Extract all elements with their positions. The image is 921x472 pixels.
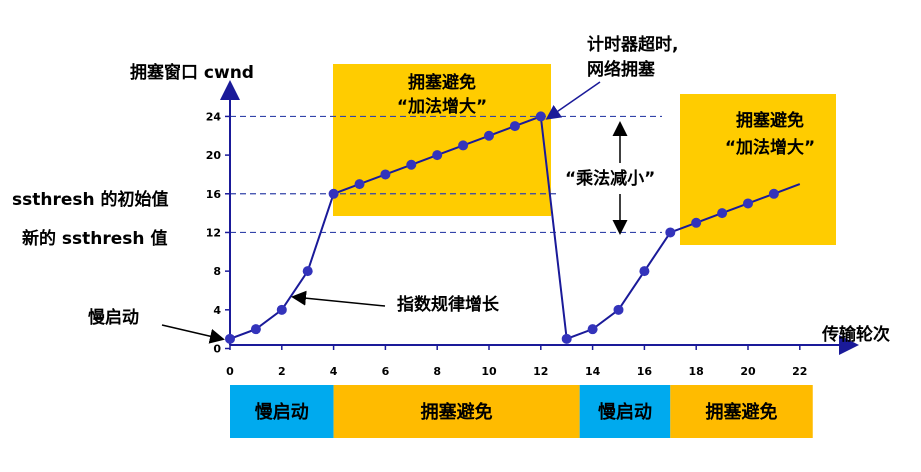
x-axis-ticks: 0 2 4 6 8 10 12 14 16 18 20 22 bbox=[226, 345, 807, 378]
data-point bbox=[406, 159, 417, 170]
ssthresh-initial-label: ssthresh 的初始值 bbox=[12, 189, 169, 210]
data-point bbox=[639, 266, 650, 277]
data-point bbox=[276, 304, 287, 315]
phase-label: 拥塞避免 bbox=[421, 401, 493, 423]
cwnd-points bbox=[225, 111, 779, 344]
data-point bbox=[432, 150, 443, 161]
x-tick-label: 6 bbox=[382, 365, 390, 378]
slow-start-arrow bbox=[161, 324, 225, 344]
data-point bbox=[768, 188, 779, 199]
data-point bbox=[717, 208, 728, 219]
x-tick-label: 22 bbox=[792, 365, 807, 378]
avoidance-box-1 bbox=[333, 64, 551, 216]
x-tick-label: 12 bbox=[533, 365, 548, 378]
phase-label: 慢启动 bbox=[255, 401, 309, 423]
y-axis-ticks: 0 4 8 12 16 20 24 bbox=[206, 110, 230, 356]
x-tick-label: 18 bbox=[689, 365, 704, 378]
box2-subtitle: “加法增大” bbox=[725, 137, 815, 158]
box2-title: 拥塞避免 bbox=[736, 110, 804, 131]
data-point bbox=[458, 140, 469, 151]
box1-subtitle: “加法增大” bbox=[397, 96, 487, 117]
y-tick-label: 12 bbox=[206, 226, 221, 239]
x-tick-label: 20 bbox=[740, 365, 756, 378]
x-tick-label: 14 bbox=[585, 365, 601, 378]
timeout-arrow bbox=[545, 81, 601, 120]
box1-title: 拥塞避免 bbox=[408, 72, 476, 93]
x-tick-label: 10 bbox=[481, 365, 497, 378]
x-axis-label: 传输轮次 bbox=[821, 324, 890, 345]
data-point bbox=[535, 111, 546, 122]
y-tick-label: 24 bbox=[206, 110, 222, 123]
phase-band-slow_start bbox=[579, 385, 671, 438]
y-tick-label: 0 bbox=[213, 343, 221, 356]
data-point bbox=[302, 266, 313, 277]
phase-label: 拥塞避免 bbox=[706, 401, 778, 423]
x-tick-label: 8 bbox=[433, 365, 441, 378]
ssthresh-new-label: 新的 ssthresh 值 bbox=[22, 228, 167, 249]
phase-band-avoidance bbox=[333, 385, 580, 438]
data-point bbox=[691, 217, 702, 228]
data-point bbox=[665, 227, 676, 238]
data-point bbox=[380, 169, 391, 180]
x-tick-label: 16 bbox=[637, 365, 653, 378]
data-point bbox=[613, 304, 624, 315]
slow-start-label: 慢启动 bbox=[88, 307, 139, 328]
phase-band-avoidance bbox=[670, 385, 813, 438]
x-tick-label: 2 bbox=[278, 365, 286, 378]
y-tick-label: 16 bbox=[206, 188, 222, 201]
data-point bbox=[354, 179, 365, 190]
phase-bands: 慢启动 拥塞避免 慢启动 拥塞避免 bbox=[230, 385, 813, 438]
timeout-label-2: 网络拥塞 bbox=[587, 59, 656, 80]
x-tick-label: 0 bbox=[226, 365, 234, 378]
y-tick-label: 4 bbox=[213, 304, 221, 317]
y-tick-label: 8 bbox=[213, 265, 221, 278]
exponential-arrow bbox=[291, 290, 386, 307]
data-point bbox=[587, 324, 598, 335]
multiplicative-label: “乘法减小” bbox=[565, 168, 655, 189]
data-point bbox=[743, 198, 753, 209]
phase-band-slow_start bbox=[230, 385, 334, 438]
x-tick-label: 4 bbox=[330, 365, 338, 378]
y-tick-label: 20 bbox=[206, 149, 222, 162]
dashed-levels bbox=[230, 115, 662, 234]
exponential-label: 指数规律增长 bbox=[397, 294, 500, 315]
data-point bbox=[225, 333, 235, 344]
data-point bbox=[509, 121, 520, 132]
data-point bbox=[328, 188, 339, 199]
y-axis-label: 拥塞窗口 cwnd bbox=[130, 62, 254, 83]
data-point bbox=[561, 333, 572, 344]
data-point bbox=[250, 324, 261, 335]
timeout-label-1: 计时器超时, bbox=[587, 34, 678, 55]
phase-label: 慢启动 bbox=[598, 401, 652, 423]
data-point bbox=[484, 130, 494, 141]
